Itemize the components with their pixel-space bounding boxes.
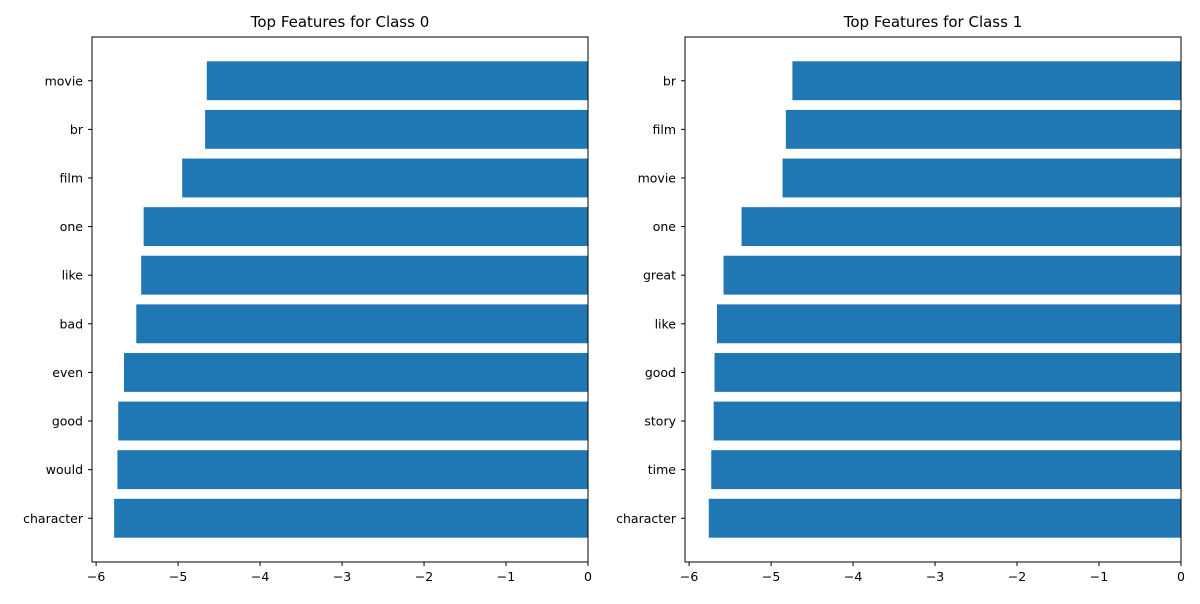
bar-film — [785, 109, 1181, 149]
chart-title: Top Features for Class 0 — [250, 13, 430, 31]
x-tick-label: 0 — [584, 569, 592, 584]
y-tick-label: character — [616, 511, 677, 526]
axes-frame — [91, 36, 589, 563]
bar-story — [713, 401, 1181, 441]
y-tick-label: time — [648, 462, 677, 477]
y-tick-label: bad — [59, 316, 83, 331]
bar-one — [143, 207, 588, 247]
x-tick-label: 0 — [1177, 569, 1185, 584]
bar-br — [205, 109, 588, 149]
chart-panel-1: br film movie one great like good story time char… — [616, 13, 1185, 584]
bar-movie — [782, 158, 1181, 198]
x-tick-label: −2 — [1008, 569, 1026, 584]
y-tick-label: one — [653, 219, 677, 234]
x-tick-label: −6 — [680, 569, 698, 584]
y-tick-label: film — [59, 170, 83, 185]
bar-even — [123, 352, 588, 392]
y-tick-label: story — [644, 414, 676, 429]
y-tick-label: movie — [638, 170, 677, 185]
bar-good — [118, 401, 588, 441]
y-tick-label: good — [645, 365, 676, 380]
bar-like — [141, 255, 589, 295]
y-tick-label: movie — [45, 73, 84, 88]
y-tick-label: like — [655, 316, 677, 331]
y-tick-label: one — [60, 219, 84, 234]
x-tick-label: −2 — [415, 569, 433, 584]
y-tick-label: character — [23, 511, 84, 526]
bar-one — [741, 207, 1181, 247]
bar-character — [114, 498, 589, 538]
bar-like — [716, 304, 1181, 344]
bar-movie — [206, 61, 588, 101]
bar-great — [723, 255, 1181, 295]
bar-time — [711, 450, 1181, 490]
x-tick-label: −4 — [251, 569, 269, 584]
bar-good — [714, 352, 1181, 392]
y-tick-label: film — [652, 122, 676, 137]
bar-would — [117, 450, 588, 490]
y-tick-label: would — [46, 462, 83, 477]
axes-frame — [684, 36, 1182, 563]
y-tick-label: good — [52, 414, 83, 429]
y-tick-label: great — [643, 268, 676, 283]
y-tick-label: even — [52, 365, 83, 380]
bar-bad — [136, 304, 589, 344]
x-tick-label: −1 — [1090, 569, 1108, 584]
x-tick-label: −6 — [87, 569, 105, 584]
bar-br — [792, 61, 1181, 101]
bar-character — [708, 498, 1181, 538]
y-tick-label: br — [663, 73, 677, 88]
x-tick-label: −1 — [497, 569, 515, 584]
y-tick-label: like — [62, 268, 84, 283]
x-tick-label: −3 — [333, 569, 351, 584]
x-tick-label: −3 — [926, 569, 944, 584]
y-tick-label: br — [70, 122, 84, 137]
x-tick-label: −5 — [762, 569, 780, 584]
bar-film — [182, 158, 588, 198]
chart-panel-0: movie br film one like bad even good would charac… — [23, 13, 592, 584]
chart-title: Top Features for Class 1 — [843, 13, 1023, 31]
x-tick-label: −4 — [844, 569, 862, 584]
x-tick-label: −5 — [169, 569, 187, 584]
